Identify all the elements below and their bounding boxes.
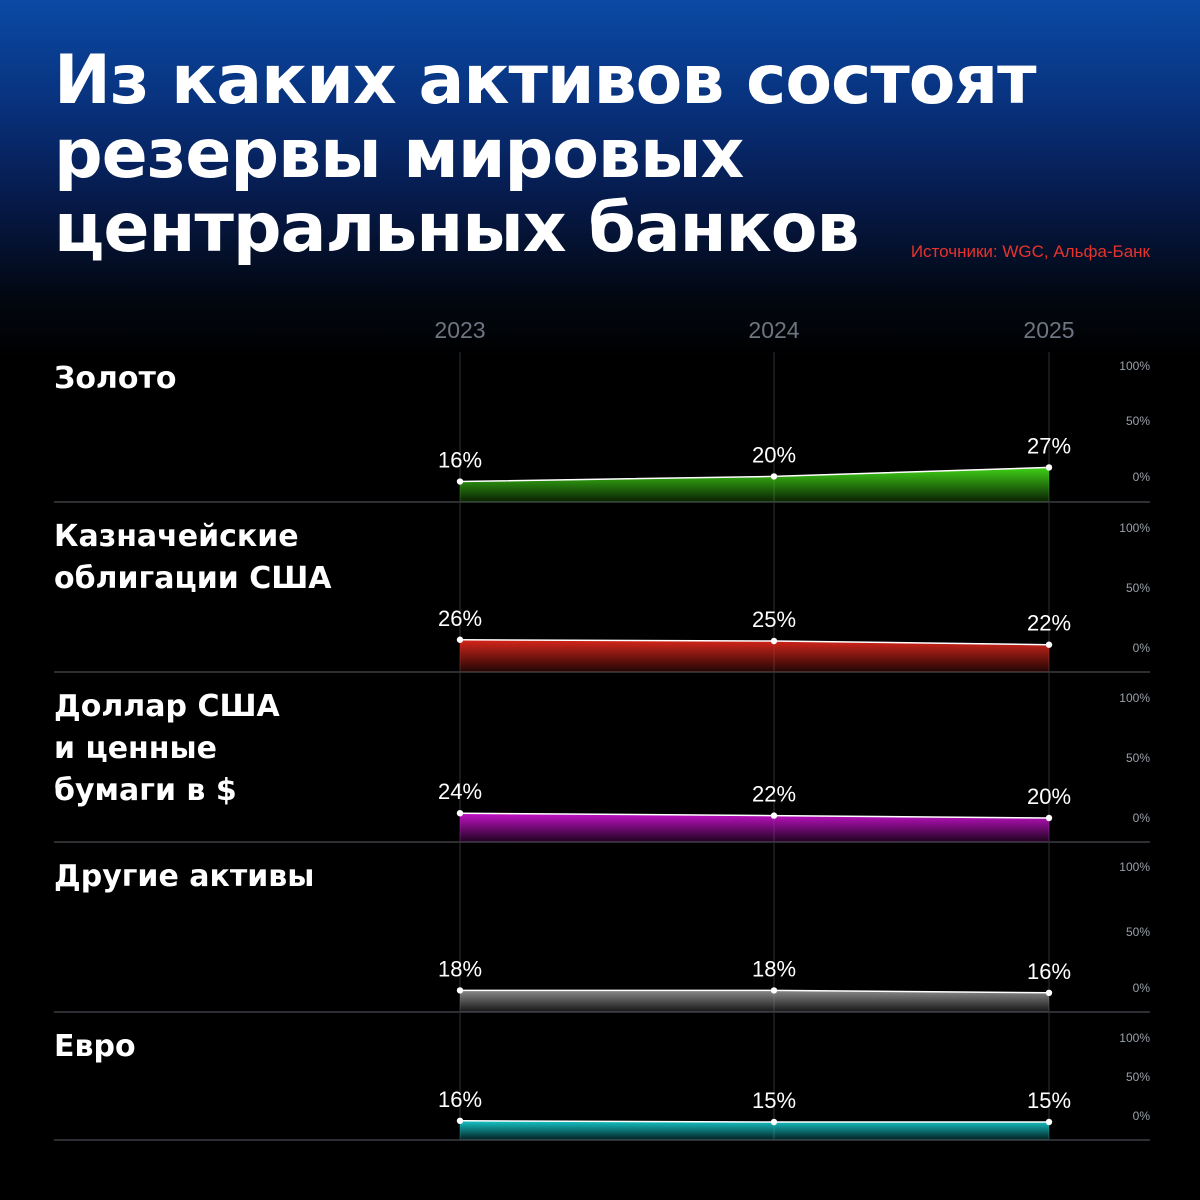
- category-label-line: облигации США: [54, 561, 332, 596]
- data-point: [770, 812, 778, 819]
- data-point: [1045, 814, 1053, 822]
- data-point: [456, 636, 464, 643]
- data-label: 26%: [438, 606, 482, 631]
- x-tick-label: 2025: [1023, 317, 1074, 343]
- category-label: Евро: [54, 1026, 384, 1068]
- category-label: Казначейские облигации США: [54, 516, 384, 600]
- data-point: [770, 473, 778, 480]
- data-point: [456, 1117, 464, 1125]
- y-tick-label: 100%: [1119, 521, 1150, 535]
- data-label: 16%: [438, 448, 482, 473]
- category-label-line: Золото: [54, 361, 177, 396]
- y-tick-label: 100%: [1119, 691, 1150, 705]
- y-tick-label: 50%: [1126, 581, 1150, 595]
- data-label: 16%: [1027, 959, 1071, 984]
- data-point: [456, 810, 464, 817]
- area-series: [460, 639, 1049, 672]
- y-tick-label: 50%: [1126, 1070, 1150, 1084]
- data-label: 24%: [438, 779, 482, 804]
- data-point: [770, 637, 778, 645]
- data-label: 25%: [752, 607, 796, 632]
- chart-title-line: резервы мировых: [54, 115, 744, 194]
- data-label: 15%: [752, 1088, 796, 1113]
- y-tick-label: 100%: [1119, 1031, 1150, 1045]
- data-label: 18%: [438, 956, 482, 981]
- data-point: [1045, 464, 1053, 471]
- chart-title-line: центральных банков: [54, 189, 860, 268]
- y-tick-label: 0%: [1133, 1109, 1151, 1123]
- category-label-line: Казначейские: [54, 519, 299, 554]
- area-series: [460, 467, 1049, 502]
- y-tick-label: 0%: [1133, 811, 1151, 825]
- y-tick-label: 100%: [1119, 860, 1150, 874]
- data-label: 22%: [752, 782, 796, 807]
- y-tick-label: 0%: [1133, 981, 1151, 995]
- y-tick-label: 0%: [1133, 470, 1151, 484]
- data-label: 20%: [752, 442, 796, 467]
- y-tick-label: 0%: [1133, 641, 1151, 655]
- category-label: Доллар США и ценные бумаги в $: [54, 686, 384, 812]
- category-label-line: бумаги в $: [54, 773, 237, 808]
- source-note: Источники: WGC, Альфа-Банк: [910, 242, 1150, 261]
- data-label: 18%: [752, 956, 796, 981]
- series-line: [459, 1120, 1049, 1123]
- data-point: [1045, 989, 1053, 996]
- category-label: Другие активы: [54, 856, 384, 898]
- y-tick-label: 50%: [1126, 414, 1150, 428]
- category-label-line: Другие активы: [54, 859, 315, 894]
- y-tick-label: 50%: [1126, 925, 1150, 939]
- category-label-line: и ценные: [54, 731, 217, 766]
- data-label: 16%: [438, 1087, 482, 1112]
- data-label: 20%: [1027, 784, 1071, 809]
- data-label: 15%: [1027, 1088, 1071, 1113]
- category-label-line: Доллар США: [54, 689, 280, 724]
- data-point: [456, 478, 464, 485]
- data-point: [1045, 1118, 1053, 1126]
- area-series: [460, 813, 1049, 842]
- x-tick-label: 2024: [748, 317, 799, 343]
- category-label: Золото: [54, 358, 384, 400]
- data-label: 22%: [1027, 611, 1071, 636]
- category-label-line: Евро: [54, 1029, 136, 1064]
- data-point: [456, 987, 464, 994]
- data-point: [770, 1118, 778, 1126]
- area-series: [460, 990, 1049, 1012]
- chart-title: Из каких активов состоят резервы мировых…: [54, 44, 1054, 266]
- chart-title-line: Из каких активов состоят: [54, 41, 1037, 120]
- area-series: [460, 1120, 1049, 1140]
- data-point: [1045, 641, 1053, 648]
- data-point: [770, 987, 778, 994]
- y-tick-label: 50%: [1126, 751, 1150, 765]
- y-tick-label: 100%: [1119, 359, 1150, 373]
- x-tick-label: 2023: [434, 317, 485, 343]
- data-label: 27%: [1027, 433, 1071, 458]
